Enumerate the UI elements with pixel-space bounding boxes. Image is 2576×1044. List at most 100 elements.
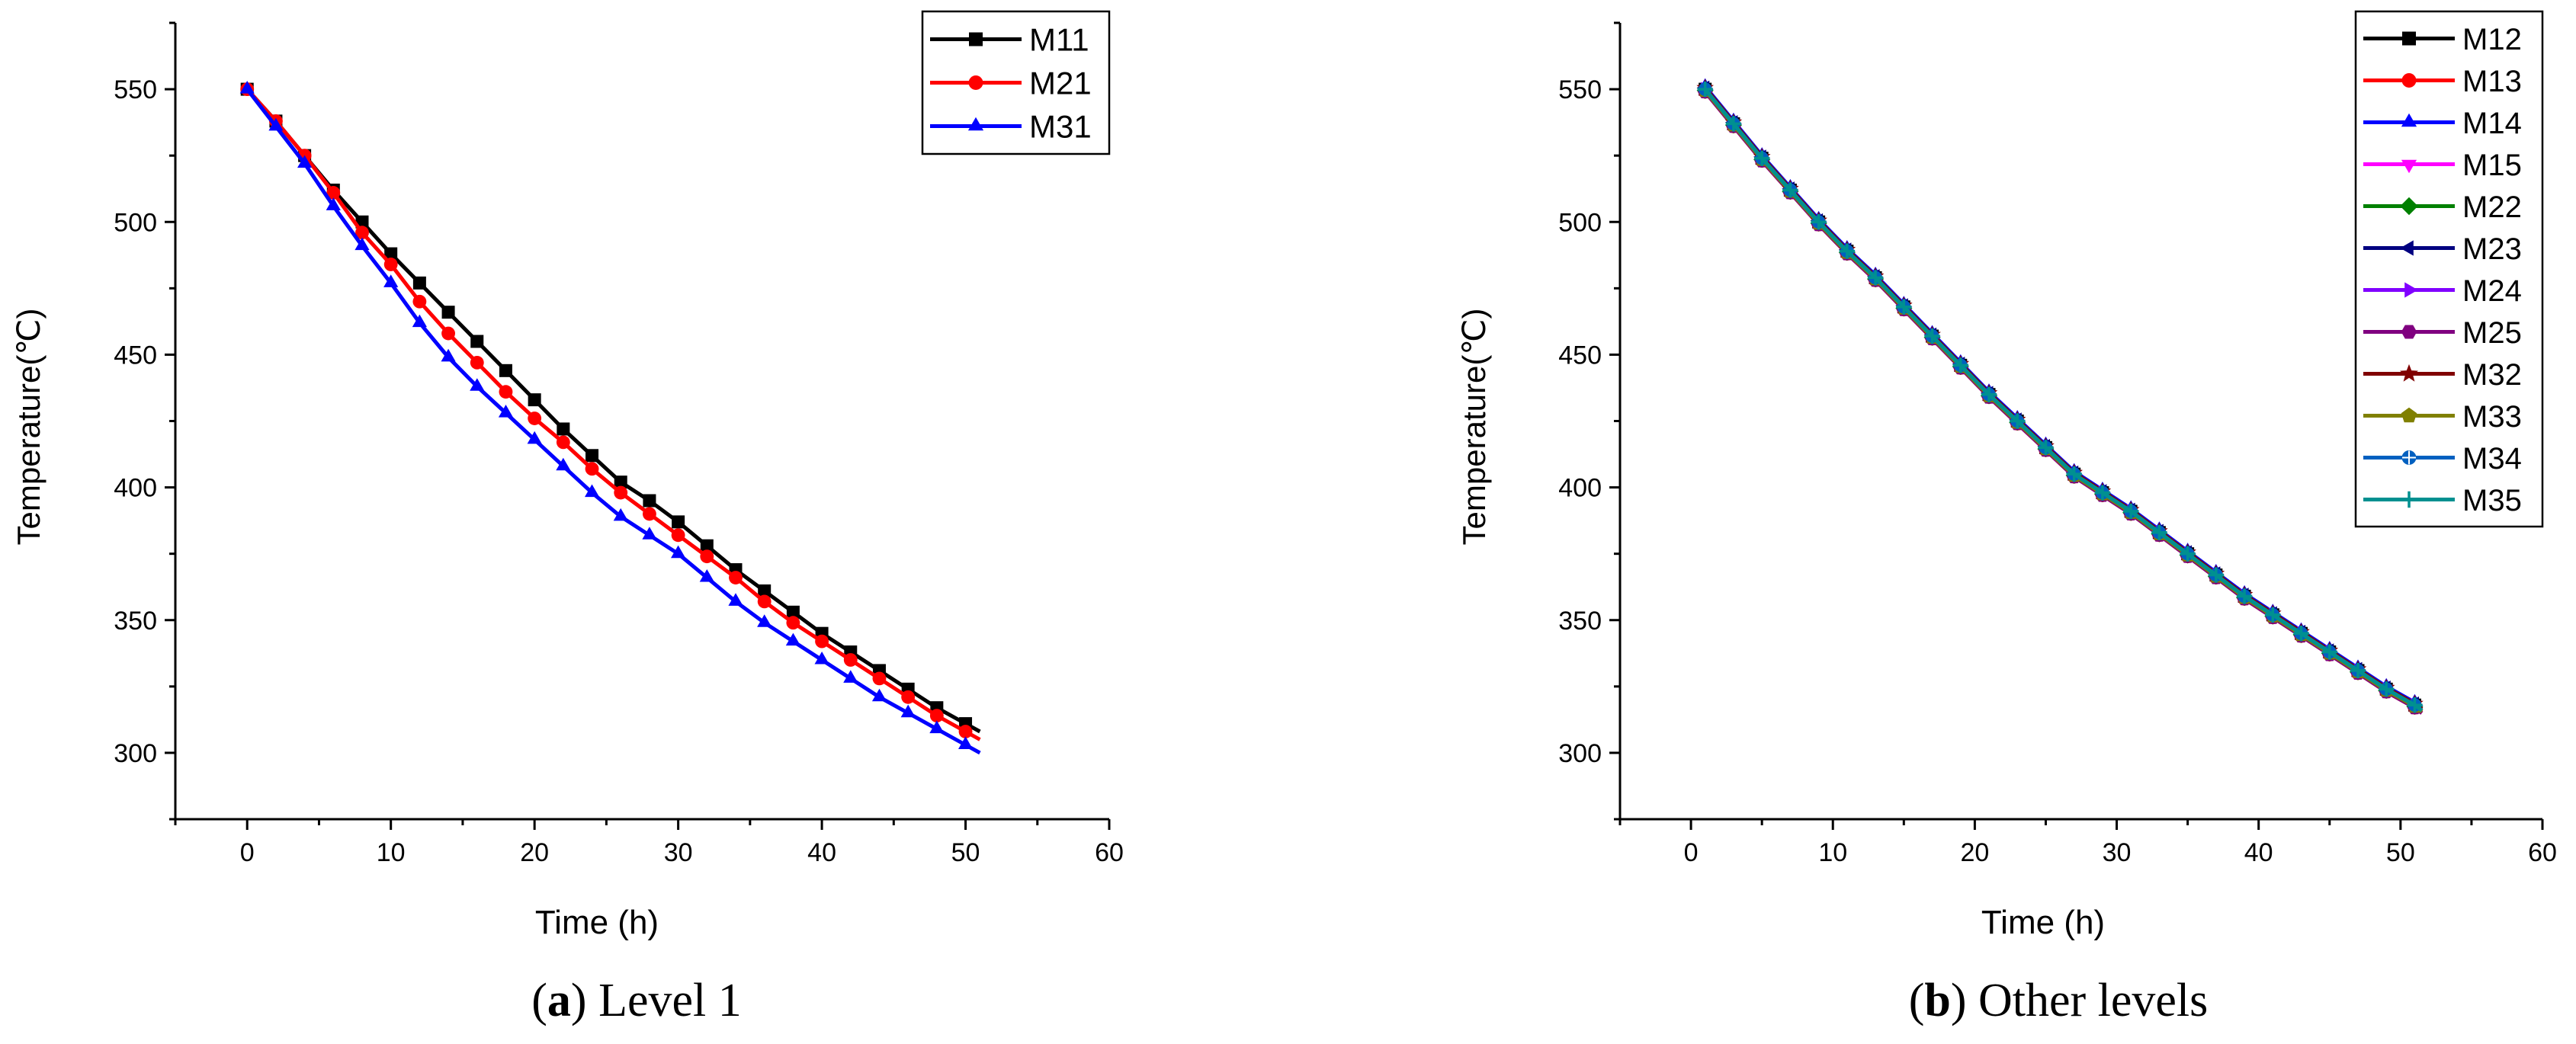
- data-point-m21: [929, 709, 944, 723]
- data-point-m21: [412, 294, 427, 309]
- legend-label: M21: [1029, 66, 1092, 101]
- y-tick-label: 350: [114, 607, 157, 636]
- series-m32: [1696, 78, 2424, 712]
- legend-label: M12: [2462, 23, 2522, 56]
- series-line-m25: [1703, 91, 2424, 715]
- data-point-m21: [470, 355, 484, 370]
- legend-label: M24: [2462, 274, 2522, 308]
- data-point-m21: [671, 528, 685, 543]
- legend-item-m13: M13: [2363, 65, 2522, 98]
- legend-marker: [2401, 159, 2417, 174]
- data-point-m21: [843, 653, 858, 667]
- y-tick-label: 450: [114, 341, 157, 370]
- legend-marker: [2401, 325, 2417, 339]
- data-point-m11: [700, 539, 714, 552]
- series-line-m14: [1703, 85, 2424, 709]
- series-line-m35: [1703, 88, 2424, 713]
- panel-caption: (a) Level 1: [531, 975, 741, 1026]
- series-m15: [1698, 85, 2424, 714]
- legend-label: M22: [2462, 191, 2522, 224]
- data-point-m11: [441, 306, 455, 319]
- legend-item-m11: M11: [930, 22, 1089, 58]
- legend-marker: [969, 32, 983, 46]
- x-tick-label: 30: [2103, 838, 2132, 867]
- data-point-m35: [2038, 440, 2054, 456]
- caption-paren-open: (: [531, 975, 547, 1026]
- y-tick-label: 300: [114, 739, 157, 768]
- data-point-m31: [900, 704, 916, 718]
- series-m34: [1698, 82, 2424, 713]
- x-tick-label: 10: [377, 838, 406, 867]
- legend-marker: [967, 117, 984, 131]
- data-point-m35: [2122, 503, 2139, 520]
- series-m22: [1696, 82, 2424, 715]
- panel-caption: (b) Other levels: [1909, 975, 2209, 1026]
- series-m14: [1698, 78, 2424, 709]
- data-point-m35: [1811, 214, 1827, 230]
- legend-item-m25: M25: [2363, 316, 2522, 350]
- series-line-m23: [1703, 86, 2424, 711]
- legend-marker-cross: [2402, 450, 2416, 465]
- y-axis-label: Temperature(℃): [1456, 309, 1492, 546]
- legend-label: M11: [1029, 22, 1089, 58]
- data-point-m35: [1725, 116, 1742, 132]
- x-tick-label: 0: [1684, 838, 1699, 867]
- data-point-m21: [901, 690, 916, 704]
- legend-marker: [2401, 73, 2417, 88]
- series-m12: [1699, 82, 2424, 713]
- data-point-m35: [2350, 662, 2366, 679]
- data-point-m35: [1839, 243, 1856, 259]
- y-tick-label: 550: [1558, 75, 1602, 104]
- y-tick-label: 400: [1558, 474, 1602, 503]
- data-point-m31: [239, 81, 255, 94]
- chart-panel-other-levels: Temperature(℃) Time (h) (b) Other levels…: [1456, 10, 2557, 1026]
- data-point-m11: [786, 605, 800, 619]
- x-tick-label: 50: [951, 838, 980, 867]
- data-point-m21: [614, 485, 628, 500]
- y-tick-label: 500: [114, 208, 157, 237]
- x-axis-label: Time (h): [535, 904, 659, 941]
- legend-marker: [2401, 113, 2417, 127]
- data-point-m21: [757, 594, 772, 609]
- data-point-m31: [470, 378, 485, 391]
- legend-label: M33: [2462, 400, 2522, 434]
- data-point-m35: [1896, 299, 1912, 315]
- data-point-m31: [728, 593, 743, 606]
- data-point-m31: [354, 237, 370, 251]
- data-point-m31: [326, 197, 341, 210]
- axes: 0 10 20 30 40 50 60 300 350 400 450 500 550: [114, 21, 1124, 867]
- legend-marker: [2400, 363, 2418, 382]
- series-line-m34: [1703, 88, 2424, 713]
- data-point-m31: [671, 545, 686, 559]
- data-point-m31: [699, 569, 714, 582]
- series-line-m15: [1703, 88, 2424, 713]
- data-point-m31: [441, 348, 456, 362]
- y-tick-label: 450: [1558, 341, 1602, 370]
- data-point-m35: [1952, 357, 1968, 373]
- data-point-m11: [614, 476, 627, 489]
- legend-marker: [2401, 407, 2417, 423]
- legend-marker: [2404, 282, 2418, 298]
- data-point-m35: [2293, 625, 2309, 642]
- legend-item-m22: M22: [2363, 191, 2522, 224]
- x-tick-label: 40: [807, 838, 836, 867]
- x-tick-label: 10: [1818, 838, 1847, 867]
- data-point-m11: [470, 335, 484, 348]
- data-point-m31: [556, 457, 571, 471]
- data-point-m21: [700, 549, 714, 564]
- legend-item-m32: M32: [2363, 358, 2522, 392]
- data-point-m31: [929, 720, 945, 734]
- legend-item-m15: M15: [2363, 149, 2522, 182]
- series-m25: [1697, 85, 2424, 715]
- data-point-m35: [1697, 81, 1713, 98]
- legend-label: M23: [2462, 232, 2522, 266]
- data-point-m11: [499, 363, 512, 377]
- legend-label: M13: [2462, 65, 2522, 98]
- data-point-m11: [758, 584, 772, 597]
- data-point-m31: [412, 314, 427, 328]
- axes: 0 10 20 30 40 50 60 300 350 400 450 500 550: [1558, 21, 2557, 867]
- data-point-m35: [1924, 328, 1940, 344]
- legend-marker: [2402, 31, 2416, 46]
- series-line-m33: [1703, 89, 2424, 713]
